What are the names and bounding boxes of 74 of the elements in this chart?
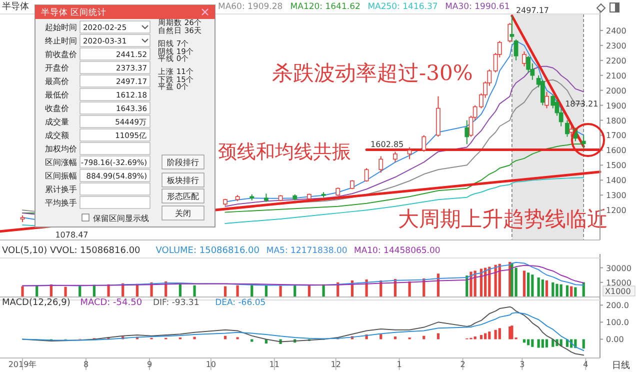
y-tick-label: 1600	[606, 146, 626, 156]
annotation: 累计换手	[45, 185, 77, 194]
annotation: 最高价	[45, 77, 69, 86]
annotation: 起始时间	[45, 23, 77, 32]
y-tick-label: 100.0	[606, 318, 629, 328]
annotation: 板块排行	[166, 176, 199, 185]
x-tick-label: 10	[206, 360, 216, 369]
annotation: 收盘价	[45, 104, 69, 113]
annotation: 成交量	[45, 118, 69, 126]
x-tick-label: 8	[83, 360, 89, 369]
text: MA250: 1416.37	[368, 2, 438, 12]
button: 形态匹配	[162, 188, 204, 204]
x-tick-label: 12	[330, 360, 341, 369]
x-tick-label: 3	[520, 360, 525, 369]
y-tick-label: 1800	[606, 116, 626, 126]
y-tick-label: 1400	[606, 176, 626, 186]
annotation: 区间振幅	[45, 172, 77, 180]
y-axis-title: X1000	[605, 287, 631, 296]
annotation: 形态匹配	[167, 192, 199, 201]
annotation: 杀跌波动率超过-30%	[272, 61, 473, 85]
chart-title: MACD(12,26,9)	[2, 298, 70, 308]
y-tick-label: 2000	[606, 86, 626, 96]
text: 日线	[612, 360, 630, 371]
chart-title: VOL(5,10) VVOL: 15086816.00	[2, 246, 141, 256]
annotation: 区间涨幅	[45, 158, 77, 167]
y-tick-label: 0.00	[606, 335, 624, 344]
chart-title: 半导体	[2, 1, 29, 12]
text: DEA: -66.05	[215, 298, 266, 308]
button: 板块排行	[162, 172, 204, 188]
y-tick-label: 15000	[606, 278, 632, 288]
annotation: 1873.21	[565, 99, 598, 108]
y-tick-label: 200.0	[606, 301, 629, 310]
y-tick-label: 2400	[606, 26, 626, 36]
button: 关闭	[162, 206, 204, 220]
y-tick-label: 2300	[606, 41, 626, 50]
chart-subtitle: MACD: -54.50	[80, 298, 142, 308]
y-tick-label: 2200	[606, 56, 626, 66]
button: 阶段排行	[162, 154, 204, 170]
annotation: 关闭	[175, 209, 191, 218]
text: MA60: 1909.28	[218, 2, 283, 12]
x-tick-label: 4	[583, 360, 588, 369]
annotation: 终止时间	[45, 36, 77, 46]
annotation: 加权均价	[45, 144, 77, 154]
chart-subtitle: VOLUME: 15086816.00	[156, 246, 260, 256]
annotation: 阶段排行	[167, 158, 199, 167]
x-tick-label: 9	[146, 360, 152, 369]
y-tick-label: 1200	[606, 206, 626, 216]
annotation: 前收盘价	[45, 50, 77, 59]
annotation: 成交额	[45, 131, 69, 140]
x-tick-label: 1	[396, 360, 402, 369]
y-tick-label: 1700	[606, 131, 626, 140]
x-tick-label: 11	[269, 360, 280, 369]
y-tick-label: 1300	[606, 191, 626, 200]
annotation: 开盘价	[45, 64, 69, 72]
text: MA120: 1641.62	[290, 2, 360, 12]
text: 半导体 区间统计	[41, 7, 107, 18]
x-tick-label: 2019年	[8, 360, 37, 369]
annotation: 平均换手	[45, 198, 77, 208]
text: MA30: 1990.61	[445, 2, 510, 12]
y-tick-label: 2100	[606, 71, 626, 80]
annotation: 最低价	[45, 90, 69, 100]
text: DIF: -93.31	[153, 298, 200, 308]
annotation: 1602.85	[370, 140, 404, 149]
annotation: 大周期上升趋势线临近	[398, 207, 608, 231]
text: MA10: 14458065.00	[354, 246, 440, 256]
text: MA5: 12171838.00	[266, 246, 348, 256]
annotation: 2497.17	[516, 6, 550, 15]
y-tick-label: 1500	[606, 161, 626, 170]
y-tick-label: 1900	[606, 101, 626, 110]
annotation: 保留区间显示线	[93, 214, 149, 223]
annotation: 颈线和均线共振	[218, 141, 351, 163]
annotation: 1078.47	[55, 230, 88, 240]
y-tick-label: 30000	[606, 264, 632, 273]
x-tick-label: 2	[460, 360, 466, 369]
